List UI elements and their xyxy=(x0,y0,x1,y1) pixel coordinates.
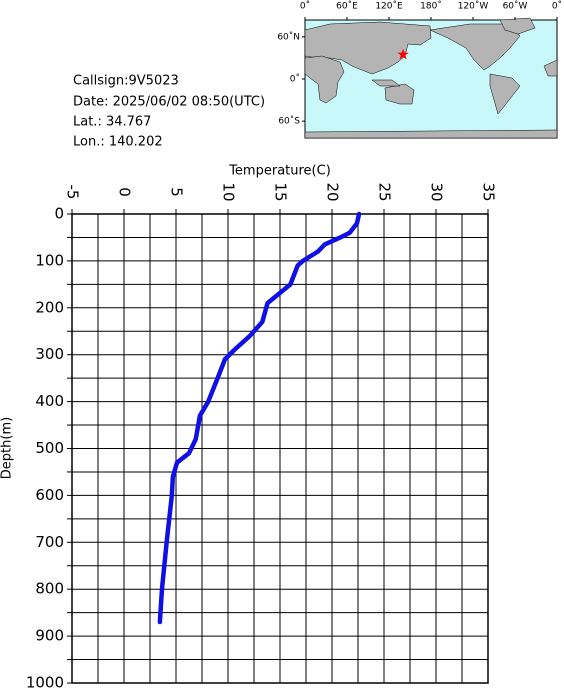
x-tick-label: 35 xyxy=(480,182,498,201)
y-tick-label: 500 xyxy=(35,439,64,457)
map-x-tick-label: 120˚W xyxy=(458,1,489,12)
africa xyxy=(304,55,345,104)
x-tick-label: -5 xyxy=(64,185,82,200)
x-tick-label: 30 xyxy=(428,182,446,201)
x-tick-label: 10 xyxy=(220,182,238,201)
map-x-tick-label: 60˚E xyxy=(336,1,358,12)
date: Date: 2025/06/02 08:50(UTC) xyxy=(73,95,265,110)
x-tick-label: 0 xyxy=(116,187,134,197)
y-tick-label: 900 xyxy=(35,627,64,645)
temperature-profile xyxy=(157,211,362,625)
y-tick-label: 800 xyxy=(35,580,64,598)
map-y-tick-label: 60˚N xyxy=(277,31,300,42)
x-tick-label: 5 xyxy=(168,187,186,197)
y-tick-label: 1000 xyxy=(26,674,64,690)
position-star xyxy=(397,48,409,60)
map-x-tick-label: 120˚E xyxy=(375,1,403,12)
west-africa xyxy=(543,59,558,77)
y-tick-label: 200 xyxy=(35,298,64,316)
map-x-tick-label: 0˚ xyxy=(300,1,310,12)
south-america xyxy=(489,73,521,115)
map-y-tick-label: 60˚S xyxy=(278,116,300,127)
y-tick-label: 0 xyxy=(54,205,64,223)
y-tick-label: 100 xyxy=(35,251,64,269)
x-tick-label: 15 xyxy=(272,182,290,201)
latitude: Lat.: 34.767 xyxy=(73,115,151,130)
greenland xyxy=(499,17,536,35)
longitude: Lon.: 140.202 xyxy=(73,135,163,150)
y-axis-label: Depth(m) xyxy=(0,417,15,479)
map-y-tick-label: 0˚ xyxy=(290,74,300,85)
map-x-tick-label: 180˚ xyxy=(420,1,442,12)
north-america xyxy=(429,23,521,71)
y-tick-label: 300 xyxy=(35,345,64,363)
y-tick-label: 600 xyxy=(35,486,64,504)
indonesia xyxy=(371,79,401,87)
land xyxy=(304,17,558,139)
x-axis-label: Temperature(C) xyxy=(228,164,331,179)
callsign: Callsign:9V5023 xyxy=(73,74,179,89)
antarctica xyxy=(304,129,558,139)
map-x-tick-label: 0˚ xyxy=(552,1,562,12)
australia xyxy=(384,83,415,105)
plot-frame xyxy=(71,213,489,684)
world-map xyxy=(304,17,558,139)
x-tick-label: 25 xyxy=(376,182,394,201)
y-tick-label: 400 xyxy=(35,392,64,410)
y-tick-label: 700 xyxy=(35,533,64,551)
x-tick-label: 20 xyxy=(324,182,342,201)
map-x-tick-label: 60˚W xyxy=(503,1,528,12)
